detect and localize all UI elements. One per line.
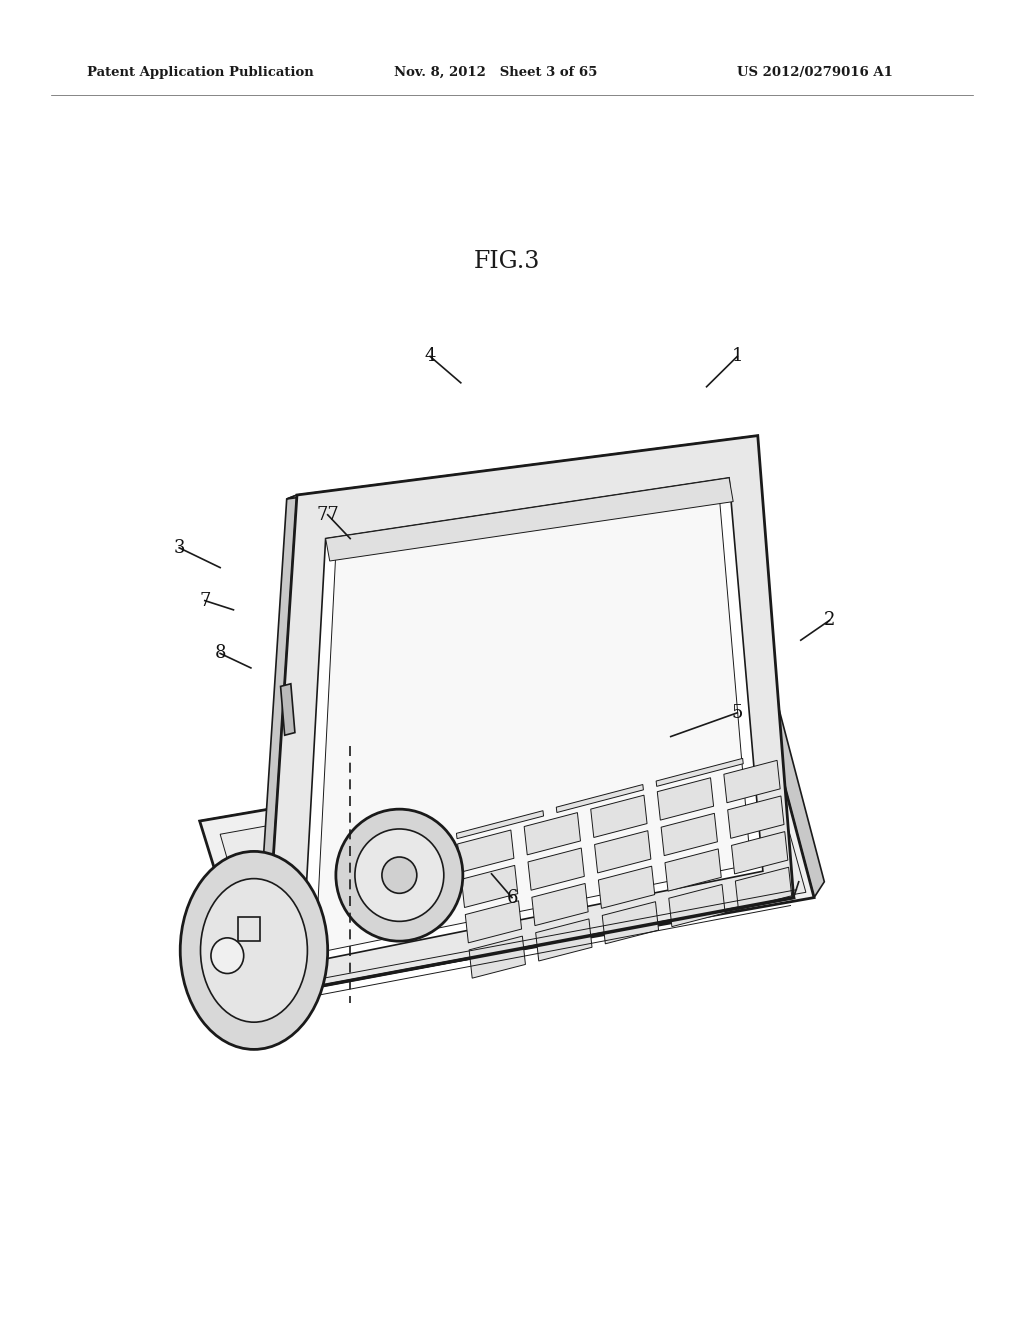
Polygon shape	[258, 884, 299, 1001]
Text: 2: 2	[823, 611, 836, 630]
Polygon shape	[724, 760, 780, 803]
Ellipse shape	[201, 879, 307, 1022]
Ellipse shape	[336, 809, 463, 941]
Polygon shape	[536, 919, 592, 961]
Polygon shape	[528, 847, 585, 890]
Polygon shape	[657, 777, 714, 820]
Polygon shape	[220, 737, 806, 987]
Polygon shape	[768, 706, 824, 898]
Polygon shape	[595, 830, 651, 873]
Ellipse shape	[211, 937, 244, 973]
Ellipse shape	[180, 851, 328, 1049]
Polygon shape	[531, 883, 588, 925]
Polygon shape	[735, 867, 792, 909]
Text: 8: 8	[214, 644, 226, 663]
Polygon shape	[264, 436, 794, 997]
Polygon shape	[287, 436, 758, 499]
Ellipse shape	[382, 857, 417, 894]
Text: 3: 3	[173, 539, 185, 557]
Ellipse shape	[355, 829, 443, 921]
Text: 5: 5	[731, 704, 743, 722]
Polygon shape	[591, 795, 647, 837]
Polygon shape	[315, 491, 751, 953]
Text: FIG.3: FIG.3	[474, 249, 540, 273]
Polygon shape	[469, 936, 525, 978]
Text: 77: 77	[316, 506, 339, 524]
FancyBboxPatch shape	[238, 917, 260, 941]
Polygon shape	[254, 495, 297, 1003]
Text: 4: 4	[424, 347, 436, 366]
Polygon shape	[524, 813, 581, 855]
Polygon shape	[669, 884, 725, 927]
Polygon shape	[465, 900, 521, 942]
Polygon shape	[556, 784, 643, 813]
Polygon shape	[662, 813, 718, 855]
Polygon shape	[326, 478, 733, 561]
Polygon shape	[656, 759, 743, 787]
Polygon shape	[458, 830, 514, 873]
Polygon shape	[200, 723, 778, 842]
Polygon shape	[200, 723, 814, 997]
Polygon shape	[302, 478, 763, 964]
Text: 1: 1	[731, 347, 743, 366]
Polygon shape	[728, 796, 784, 838]
Polygon shape	[731, 832, 787, 874]
Text: 6: 6	[506, 888, 518, 907]
Polygon shape	[462, 866, 518, 908]
Text: Patent Application Publication: Patent Application Publication	[87, 66, 313, 79]
Text: Nov. 8, 2012   Sheet 3 of 65: Nov. 8, 2012 Sheet 3 of 65	[394, 66, 598, 79]
Polygon shape	[665, 849, 721, 891]
Text: US 2012/0279016 A1: US 2012/0279016 A1	[737, 66, 893, 79]
Polygon shape	[598, 866, 654, 908]
Text: 7: 7	[199, 591, 211, 610]
Polygon shape	[281, 684, 295, 735]
Polygon shape	[193, 977, 262, 1023]
Polygon shape	[602, 902, 658, 944]
Polygon shape	[457, 810, 544, 838]
